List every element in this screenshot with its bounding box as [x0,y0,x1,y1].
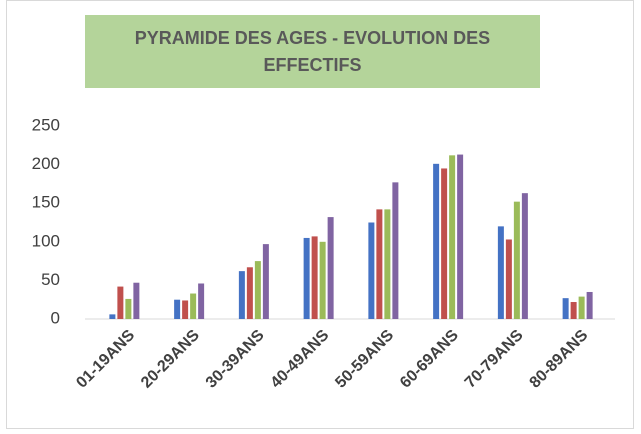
bar [182,300,189,319]
bar [198,283,205,319]
bar [109,314,116,319]
bar [319,241,326,319]
bar [392,182,399,319]
y-tick-label: 100 [32,231,60,250]
bar [578,296,585,319]
bar [513,201,520,319]
bar [441,168,448,319]
bar [586,291,593,319]
bar [505,239,512,319]
bar [254,261,261,319]
bar [262,244,269,319]
bar [376,209,383,319]
bar [190,293,197,319]
y-tick-label: 0 [51,308,60,327]
bar [174,299,181,319]
bar [433,163,440,319]
bar [449,155,456,319]
bar [497,226,504,319]
bar [521,193,528,319]
chart-title: PYRAMIDE DES AGES - EVOLUTION DES EFFECT… [85,15,540,88]
bar [562,298,569,319]
y-tick-label: 200 [32,154,60,173]
bar [238,271,245,319]
y-tick-label: 250 [32,115,60,134]
bar [303,237,310,319]
bar [246,267,253,319]
bar [125,298,132,319]
bar [117,286,124,319]
bar [457,154,464,319]
y-tick-label: 50 [41,270,60,289]
bar [368,222,375,319]
bar [570,302,577,319]
bar [384,209,391,319]
bar [327,217,334,319]
bar [133,282,140,319]
bar [311,236,318,319]
y-tick-label: 150 [32,193,60,212]
